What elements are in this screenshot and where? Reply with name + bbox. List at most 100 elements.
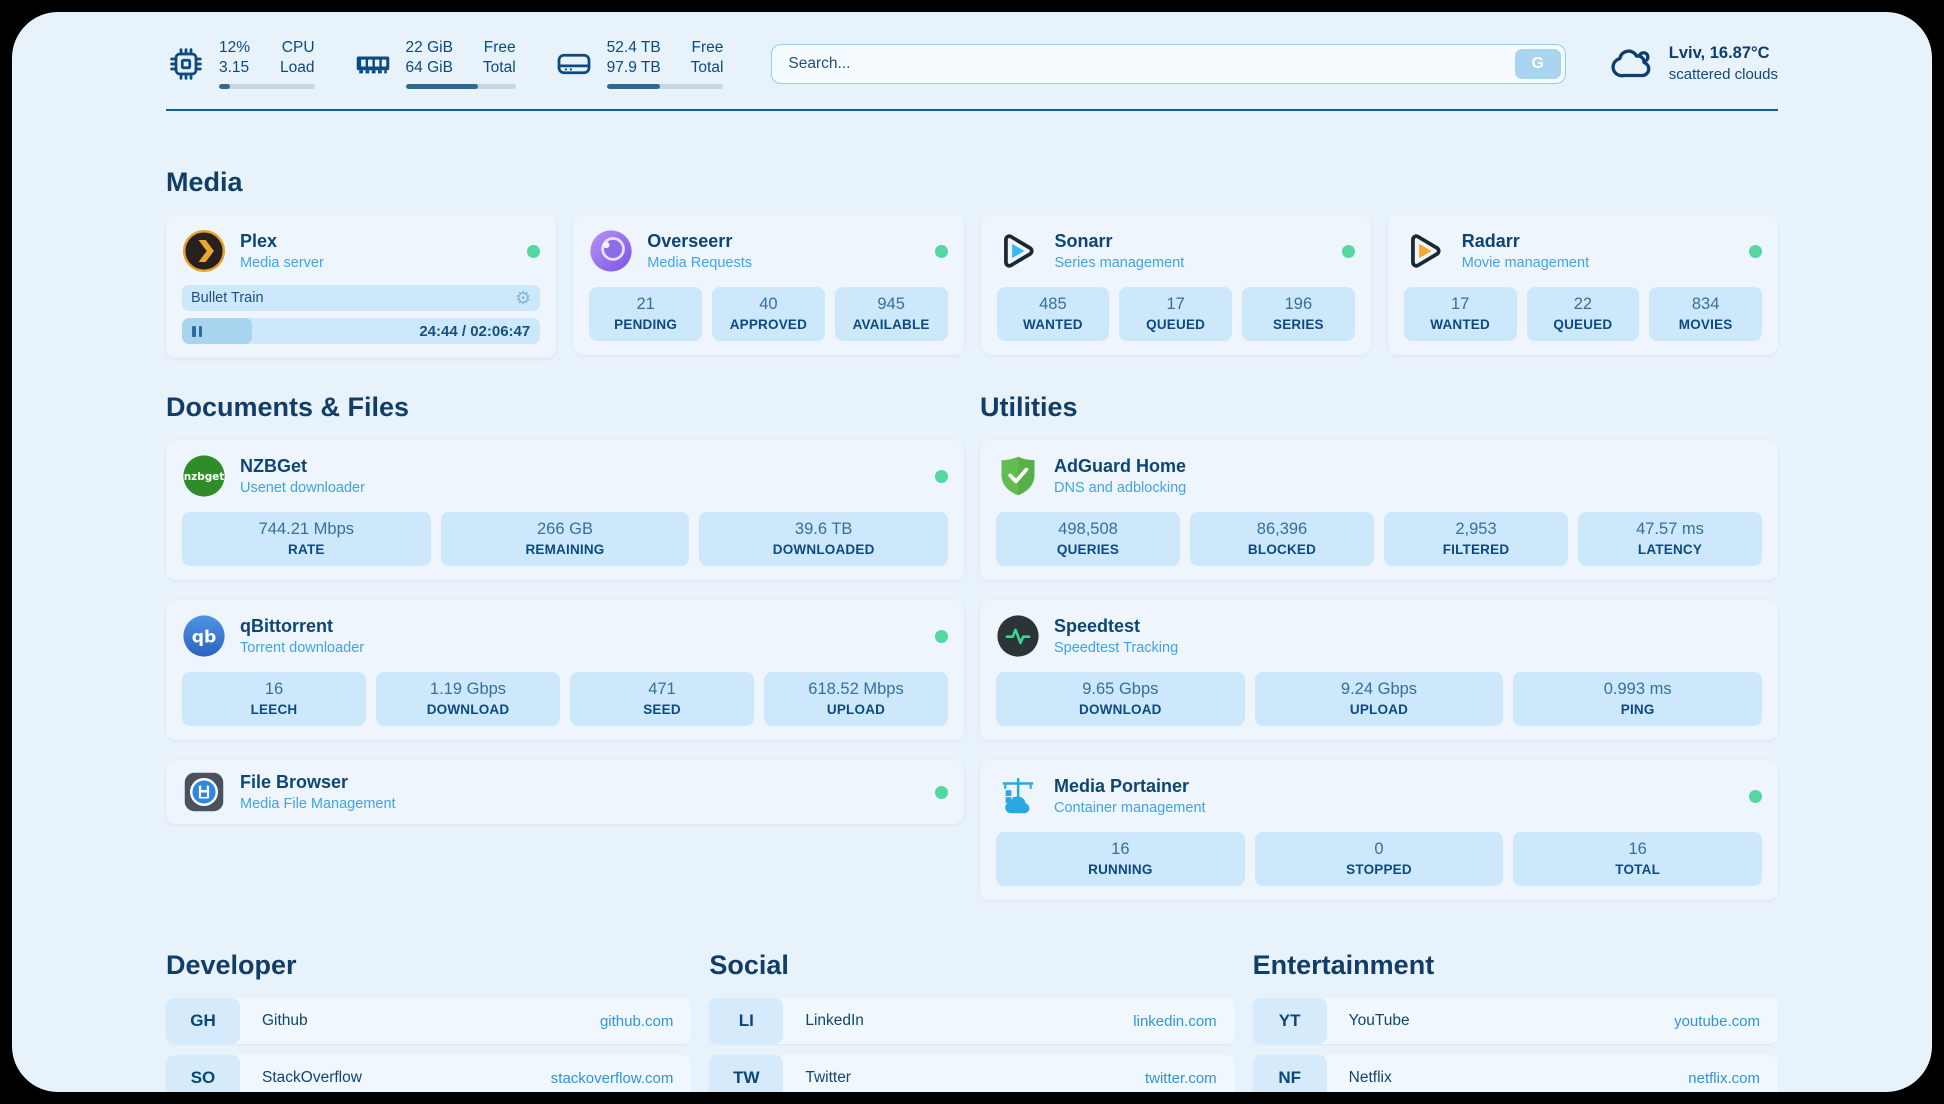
section-title-developer: Developer xyxy=(166,950,297,981)
bookmark-github[interactable]: GH Github github.com xyxy=(166,998,692,1045)
ram-label-2: Total xyxy=(482,59,516,77)
card-filebrowser[interactable]: File Browser Media File Management xyxy=(166,760,964,825)
stat-label: QUERIES xyxy=(1056,542,1120,558)
disk-progress-bar xyxy=(606,84,724,90)
stat-value: 0 xyxy=(1374,840,1384,859)
plex-icon xyxy=(182,229,226,273)
stat-label: DOWNLOADED xyxy=(772,542,875,558)
stat-chip: 485 WANTED xyxy=(996,287,1110,342)
card-radarr[interactable]: Radarr Movie management 17 WANTED 22 QUE… xyxy=(1387,215,1778,356)
stat-value: 945 xyxy=(877,295,905,314)
stat-chip: 618.52 Mbps UPLOAD xyxy=(764,672,948,727)
section-title-media: Media xyxy=(166,167,243,198)
stat-chip: 39.6 TB DOWNLOADED xyxy=(699,512,948,567)
service-subtitle: Media Requests xyxy=(647,255,753,272)
section-title-documents: Documents & Files xyxy=(166,392,410,423)
service-subtitle: Media server xyxy=(240,255,324,272)
bookmark-group-developer: Developer GH Github github.com SO StackO… xyxy=(166,950,692,1092)
gear-icon[interactable]: ⚙ xyxy=(515,288,532,309)
card-sonarr[interactable]: Sonarr Series management 485 WANTED 17 Q… xyxy=(980,215,1371,356)
stat-chip: 266 GB REMAINING xyxy=(440,512,690,567)
weather-widget: Lviv, 16.87°C scattered clouds xyxy=(1610,41,1778,87)
ram-icon xyxy=(353,44,393,84)
stat-value: 9.24 Gbps xyxy=(1340,680,1418,699)
stat-value: 2,953 xyxy=(1455,520,1497,539)
service-subtitle: Torrent downloader xyxy=(240,640,365,657)
cpu-stat: 12% 3.15 CPU Load xyxy=(166,38,315,90)
stat-chip: 0 STOPPED xyxy=(1254,832,1504,887)
bookmark-abbr: LI xyxy=(709,998,784,1045)
stat-value: 22 xyxy=(1573,295,1593,314)
card-qbittorrent[interactable]: qb qBittorrent Torrent downloader 16 xyxy=(166,600,964,741)
bookmark-url: github.com xyxy=(599,1012,674,1030)
disk-label-1: Free xyxy=(691,39,724,56)
cpu-progress-bar xyxy=(219,84,315,90)
card-plex[interactable]: Plex Media server Bullet Train ⚙ 24:44 /… xyxy=(166,215,557,359)
stat-label: TOTAL xyxy=(1615,862,1661,878)
ram-progress-bar xyxy=(405,84,516,90)
stat-value: 47.57 ms xyxy=(1636,520,1704,539)
stat-value: 744.21 Mbps xyxy=(258,520,355,539)
service-title: Media Portainer xyxy=(1054,776,1190,797)
status-dot xyxy=(1341,244,1355,258)
bookmark-label: Github xyxy=(262,1012,308,1030)
stat-chip: 2,953 FILTERED xyxy=(1384,512,1568,567)
section-title-utilities: Utilities xyxy=(980,392,1078,423)
overseerr-icon xyxy=(589,229,633,273)
bookmark-url: stackoverflow.com xyxy=(550,1069,674,1087)
stat-chip: 16 LEECH xyxy=(182,672,366,727)
search-input[interactable] xyxy=(771,43,1566,84)
stat-value: 498,508 xyxy=(1058,520,1118,539)
service-title: qBittorrent xyxy=(240,616,333,637)
stat-value: 16 xyxy=(1111,840,1130,859)
bookmark-label: Twitter xyxy=(805,1069,851,1087)
stat-value: 1.19 Gbps xyxy=(429,680,507,699)
stat-chip: 40 APPROVED xyxy=(712,287,825,342)
bookmark-linkedin[interactable]: LI LinkedIn linkedin.com xyxy=(709,998,1235,1045)
stat-chip: 17 WANTED xyxy=(1403,287,1517,342)
status-dot xyxy=(527,244,541,258)
stat-chip: 498,508 QUERIES xyxy=(996,512,1180,567)
stat-value: 485 xyxy=(1039,295,1067,314)
service-title: Speedtest xyxy=(1054,616,1141,637)
stat-value: 17 xyxy=(1450,295,1470,314)
card-adguard[interactable]: AdGuard Home DNS and adblocking 498,508 … xyxy=(980,440,1778,581)
stat-label: AVAILABLE xyxy=(852,317,930,333)
stat-chip: 196 SERIES xyxy=(1242,287,1355,342)
dashboard-page: 12% 3.15 CPU Load xyxy=(12,12,1932,1092)
stat-chip: 9.24 Gbps UPLOAD xyxy=(1254,672,1504,727)
bookmark-netflix[interactable]: NF Netflix netflix.com xyxy=(1252,1055,1778,1092)
stat-chip: 744.21 Mbps RATE xyxy=(182,512,431,567)
status-dot xyxy=(1749,789,1762,803)
search-engine-button[interactable]: G xyxy=(1514,48,1561,79)
bookmark-label: Netflix xyxy=(1348,1069,1392,1087)
ram-label-1: Free xyxy=(483,39,516,56)
svg-text:nzbget: nzbget xyxy=(184,471,225,483)
bookmark-url: netflix.com xyxy=(1688,1069,1760,1087)
bookmark-label: LinkedIn xyxy=(805,1012,864,1030)
service-title: Radarr xyxy=(1461,231,1520,252)
stat-value: 196 xyxy=(1284,295,1313,314)
stat-chip: 1.19 Gbps DOWNLOAD xyxy=(376,672,560,727)
status-dot xyxy=(935,469,948,483)
stat-label: RUNNING xyxy=(1088,862,1153,878)
sonarr-icon xyxy=(997,229,1041,273)
card-nzbget[interactable]: nzbget NZBGet Usenet downloader 744.21 M… xyxy=(166,440,964,581)
stat-chip: 47.57 ms LATENCY xyxy=(1578,512,1762,567)
bookmark-abbr: TW xyxy=(709,1055,784,1092)
playback-progress-bar: 24:44 / 02:06:47 xyxy=(182,318,541,345)
card-portainer[interactable]: Media Portainer Container management 16 … xyxy=(980,760,1778,901)
card-overseerr[interactable]: Overseerr Media Requests 21 PENDING 40 A… xyxy=(573,215,964,356)
bookmark-stackoverflow[interactable]: SO StackOverflow stackoverflow.com xyxy=(166,1055,692,1092)
card-speedtest[interactable]: Speedtest Speedtest Tracking 9.65 Gbps D… xyxy=(980,600,1778,741)
bookmark-group-entertainment: Entertainment YT YouTube youtube.com NF … xyxy=(1252,950,1778,1092)
stat-value: 16 xyxy=(264,680,284,699)
bookmark-abbr: GH xyxy=(166,998,240,1045)
bookmark-youtube[interactable]: YT YouTube youtube.com xyxy=(1252,998,1778,1045)
stat-chip: 22 QUEUED xyxy=(1526,287,1640,342)
playback-time: 24:44 / 02:06:47 xyxy=(419,322,531,340)
speedtest-icon xyxy=(996,614,1040,658)
disk-free-value: 52.4 TB xyxy=(606,39,661,56)
bookmark-twitter[interactable]: TW Twitter twitter.com xyxy=(709,1055,1235,1092)
stat-label: DOWNLOAD xyxy=(1079,702,1162,718)
